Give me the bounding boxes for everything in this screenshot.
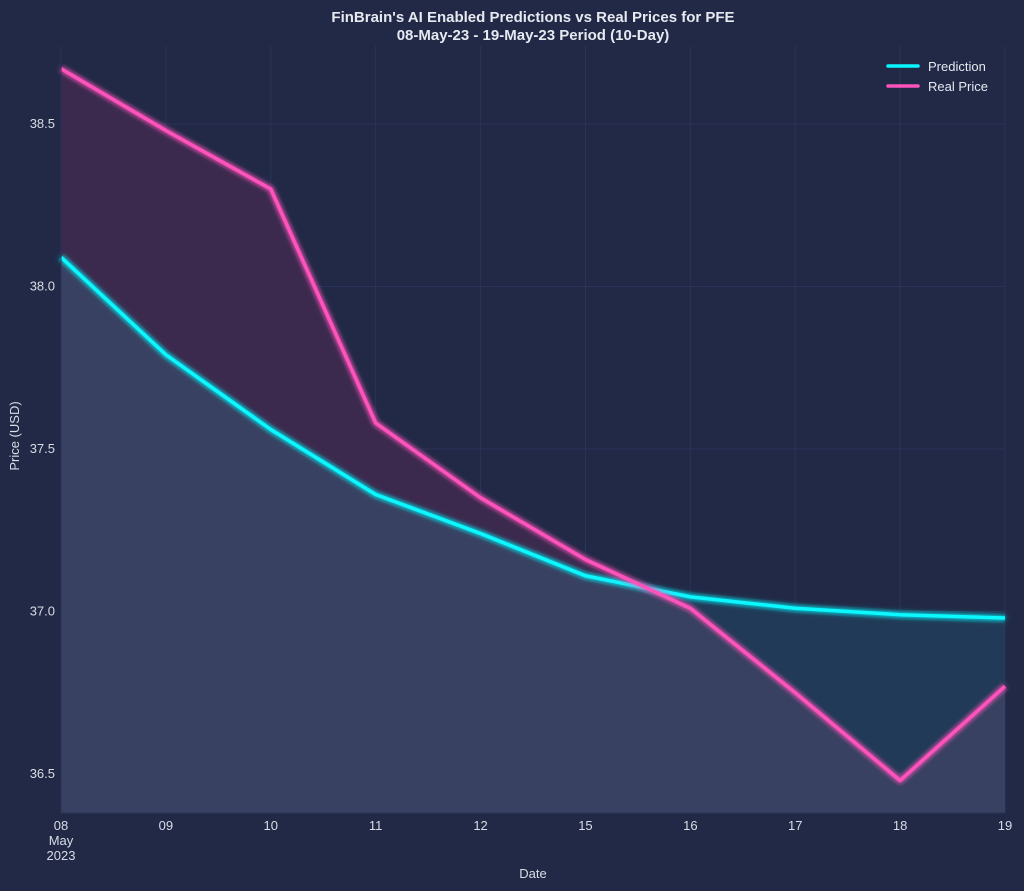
prediction-area: [61, 257, 1005, 813]
fill-areas: [61, 68, 1005, 813]
x-tick-label: 17: [788, 818, 802, 833]
x-tick-label: 09: [159, 818, 173, 833]
real-price-line: [60, 67, 1007, 783]
x-tick-label: 10: [264, 818, 278, 833]
x-tick-label: 19: [998, 818, 1012, 833]
legend-entry-label: Real Price: [928, 79, 988, 94]
y-tick-label: 37.0: [30, 604, 55, 619]
series-lines: [57, 64, 1009, 786]
legend: Prediction Real Price: [886, 59, 988, 94]
y-axis-label: Price (USD): [7, 401, 22, 470]
x-tick-label: 16: [683, 818, 697, 833]
axes: 36.5 37.0 37.5 38.0 38.5 08 09 10 11 12 15 16 17 18 19: [30, 46, 1012, 833]
x-tick-label: 08: [54, 818, 68, 833]
real-above-prediction-area: [61, 68, 648, 589]
prediction-above-real-area: [647, 588, 1005, 781]
x-tick-label: 18: [893, 818, 907, 833]
chart-title-line-2: 08-May-23 - 19-May-23 Period (10-Day): [397, 27, 670, 44]
legend-entry-label: Prediction: [928, 59, 986, 74]
y-tick-label: 37.5: [30, 441, 55, 456]
x-axis-label: Date: [519, 866, 546, 881]
x-tick-label: 15: [578, 818, 592, 833]
prediction-line: [59, 255, 1006, 620]
y-tick-label: 36.5: [30, 766, 55, 781]
x-tick-label: 12: [473, 818, 487, 833]
chart-title-line-1: FinBrain's AI Enabled Predictions vs Rea…: [331, 9, 734, 26]
x-sub-label-year: 2023: [47, 848, 76, 863]
y-tick-label: 38.5: [30, 116, 55, 131]
x-sub-label-month: May: [49, 833, 74, 848]
x-tick-label: 11: [369, 818, 383, 833]
y-tick-label: 38.0: [30, 279, 55, 294]
